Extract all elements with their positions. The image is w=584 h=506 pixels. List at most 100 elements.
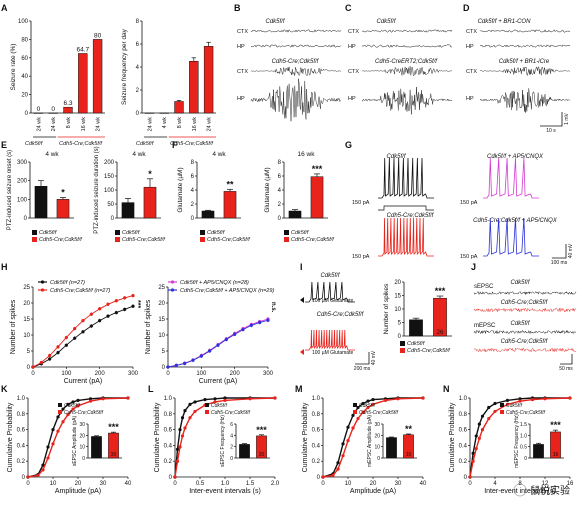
y-axis-label: Number of spikes [383, 283, 390, 334]
x-tick-label: 16 wk [81, 117, 87, 132]
y-axis-label: mEPSC Frequency (Hz) [514, 414, 520, 468]
stimulus-step [378, 205, 434, 211]
legend-label: Cdk5f/f + AP5/CNQX (n=28) [180, 280, 249, 286]
x-tick-label: 4 wk [162, 117, 168, 129]
trace-label: mEPSC [474, 323, 496, 329]
trace [361, 66, 453, 77]
y-tick-label: 100 [104, 188, 115, 194]
data-point [356, 405, 360, 410]
y-tick-label: 0 [82, 456, 85, 462]
trace-title: Cdh5-Cre;Cdk5f/f [272, 59, 320, 65]
x-tick-label: 16 [567, 481, 574, 487]
group-label: Cdk5f/f [136, 141, 154, 147]
panel-letter-a: A [1, 3, 8, 13]
data-point [248, 397, 252, 401]
data-point [178, 445, 182, 449]
trace [250, 66, 342, 77]
data-point [173, 475, 177, 479]
stim-label: 100 µM Glutamate [312, 298, 353, 304]
data-point [487, 416, 491, 421]
legend-swatch [58, 410, 62, 414]
data-point [175, 447, 180, 451]
y-tick-label: 30 [79, 422, 85, 428]
x-tick-label: 20 [75, 481, 82, 487]
y-axis-label: PTZ-induced seizure duration (s) [94, 146, 100, 233]
y-tick-label: 0 [136, 111, 140, 117]
y-tick-label: 0 [230, 456, 233, 462]
x-tick-label: 0 [321, 481, 325, 487]
y-tick-label: 50 [107, 202, 114, 208]
panel-letter-i: I [300, 262, 303, 272]
scale-label-amp: 1 mV [564, 113, 570, 125]
y-tick-label: 0 [191, 216, 195, 222]
significance-mark: *** [312, 164, 323, 174]
bar [288, 210, 302, 219]
data-point [396, 397, 400, 401]
legend-label: Cdk5f/f [64, 403, 80, 409]
data-point [188, 402, 192, 406]
trace-title: Cdk5f/f [320, 273, 340, 279]
x-tick-label: 0 [468, 481, 472, 487]
bar [201, 210, 215, 219]
trace-label-ctx: CTX [348, 69, 359, 75]
panel-letter-g: G [345, 140, 352, 150]
trace-title: Cdk5f/f + BR1-CON [478, 19, 532, 25]
legend-label: Cdk5f/f [122, 230, 140, 236]
data-point [361, 410, 365, 414]
trace [250, 29, 342, 33]
y-tick-label: 6 [278, 174, 282, 180]
y-tick-label: 8 [278, 160, 282, 166]
data-point [471, 459, 475, 463]
data-point [188, 416, 192, 420]
data-point [223, 398, 227, 402]
y-tick-label: 0.2 [312, 459, 321, 465]
y-tick-label: 0 [169, 475, 173, 481]
x-tick-label: 0 [31, 371, 35, 377]
data-point [223, 396, 227, 400]
chart-title: 4 wk [132, 151, 146, 158]
stim-arrow [300, 297, 304, 303]
static-layer: A B C D E F G H I J K L M N 鼠悦实验 [1, 3, 570, 497]
data-label: 0 [51, 106, 55, 113]
stim-label: 150 pA [352, 254, 370, 260]
data-point [371, 397, 375, 402]
y-axis-label: PTZ-induced seizure onset (s) [7, 150, 13, 230]
scale-bar [560, 354, 573, 365]
x-tick-label: 0 [173, 481, 177, 487]
y-tick-label: 1.0 [312, 396, 321, 402]
legend-label: Cdh5-Cre;Cdk5f/f [291, 237, 334, 243]
y-tick-label: 8 [136, 19, 140, 25]
y-tick-label: 8 [191, 160, 195, 166]
significance-mark: *** [256, 425, 267, 435]
panel-letter-e: E [1, 140, 7, 150]
x-axis-label: Current (pA) [199, 378, 238, 385]
x-tick-label: 1.0 [221, 481, 230, 487]
data-point [518, 397, 522, 401]
data-point [568, 396, 572, 400]
bar [34, 186, 48, 219]
bar [310, 176, 324, 219]
x-tick-label: 30 [100, 481, 107, 487]
data-point [26, 475, 30, 479]
trace-label-ctx: CTX [348, 29, 359, 35]
x-tick-label: 300 [263, 371, 274, 377]
trace [473, 329, 577, 335]
legend-label: Cdk5f/f [291, 230, 309, 236]
data-point [76, 404, 80, 408]
y-axis-label: Cumulative Probability [302, 402, 309, 472]
legend-label: Cdk5f/f [407, 341, 425, 347]
y-tick-label: 0.8 [459, 412, 468, 418]
chart-title: 16 wk [298, 151, 316, 158]
y-tick-label: 0.6 [312, 428, 321, 434]
x-tick-label: 24 wk [96, 117, 102, 132]
data-point [36, 473, 40, 478]
y-tick-label: 20 [158, 301, 165, 307]
panel-letter-j: J [471, 262, 476, 272]
y-tick-label: 2 [278, 202, 282, 208]
data-point [41, 468, 45, 472]
data-label: 0 [37, 106, 41, 113]
data-point [505, 402, 510, 406]
y-tick-label: 15 [158, 317, 165, 323]
